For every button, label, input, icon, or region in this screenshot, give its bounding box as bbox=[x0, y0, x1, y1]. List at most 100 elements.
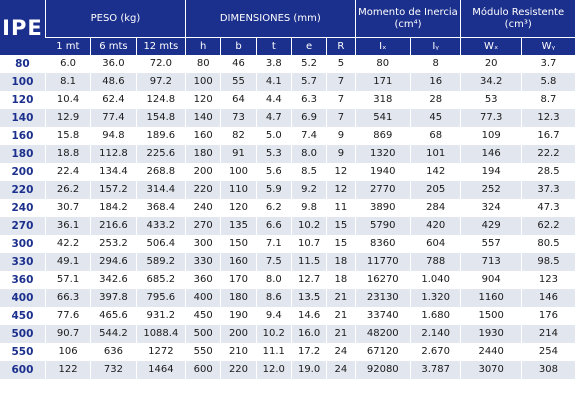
row-size-label: 600 bbox=[0, 361, 46, 379]
table-cell: 190 bbox=[220, 307, 257, 325]
table-cell: 124.8 bbox=[135, 91, 186, 109]
table-cell: 5.3 bbox=[255, 145, 292, 163]
table-cell: 8.1 bbox=[44, 73, 91, 91]
table-cell: 225.6 bbox=[135, 145, 186, 163]
sub-header-peso-12mts: 12 mts bbox=[135, 37, 186, 55]
sub-header-r: R bbox=[326, 37, 356, 55]
modulo-group-header: Módulo Resistente (cm³) bbox=[460, 0, 575, 38]
table-cell: 253.2 bbox=[90, 235, 137, 253]
table-cell: 36.1 bbox=[44, 217, 91, 235]
table-cell: 429 bbox=[460, 217, 522, 235]
table-cell: 154.8 bbox=[135, 109, 186, 127]
table-cell: 77.6 bbox=[44, 307, 91, 325]
table-cell: 66.3 bbox=[44, 289, 91, 307]
table-cell: 360 bbox=[185, 271, 221, 289]
table-cell: 112.8 bbox=[90, 145, 137, 163]
table-cell: 5.7 bbox=[290, 73, 327, 91]
table-cell: 1.320 bbox=[409, 289, 461, 307]
table-cell: 7 bbox=[326, 91, 356, 109]
table-cell: 557 bbox=[460, 235, 522, 253]
table-cell: 21 bbox=[326, 289, 356, 307]
table-cell: 3.787 bbox=[409, 361, 461, 379]
table-cell: 3.7 bbox=[520, 55, 575, 73]
table-cell: 72.0 bbox=[135, 55, 186, 73]
row-size-label: 450 bbox=[0, 307, 46, 325]
table-cell: 3070 bbox=[460, 361, 522, 379]
table-row: 240 30.7 184.2 368.4 240 120 6.2 9.8 11 3890 284 32… bbox=[0, 199, 575, 217]
table-cell: 20 bbox=[460, 55, 522, 73]
row-size-label: 360 bbox=[0, 271, 46, 289]
table-cell: 122 bbox=[44, 361, 91, 379]
row-size-label: 100 bbox=[0, 73, 46, 91]
table-cell: 318 bbox=[354, 91, 411, 109]
table-cell: 36.0 bbox=[90, 55, 137, 73]
table-cell: 220 bbox=[220, 361, 257, 379]
sub-header-row: 1 mt 6 mts 12 mts h b t e R Iₓ Iᵧ Wₓ Wᵧ bbox=[0, 37, 575, 55]
dimensiones-group-header: DIMENSIONES (mm) bbox=[185, 0, 356, 38]
row-size-label: 160 bbox=[0, 127, 46, 145]
table-cell: 420 bbox=[409, 217, 461, 235]
table-cell: 6.0 bbox=[44, 55, 91, 73]
table-cell: 14.6 bbox=[290, 307, 327, 325]
table-cell: 106 bbox=[44, 343, 91, 361]
table-row: 600 122 732 1464 600 220 12.0 19.0 24 92080 3.787 3… bbox=[0, 361, 575, 379]
table-cell: 1320 bbox=[354, 145, 411, 163]
table-cell: 28 bbox=[409, 91, 461, 109]
table-cell: 12 bbox=[326, 181, 356, 199]
table-cell: 28.5 bbox=[520, 163, 575, 181]
row-size-label: 270 bbox=[0, 217, 46, 235]
sub-header-b: b bbox=[220, 37, 257, 55]
table-cell: 48.6 bbox=[90, 73, 137, 91]
table-row: 450 77.6 465.6 931.2 450 190 9.4 14.6 21 33740 1.6… bbox=[0, 307, 575, 325]
table-cell: 21 bbox=[326, 307, 356, 325]
table-cell: 8.5 bbox=[290, 163, 327, 181]
table-cell: 94.8 bbox=[90, 127, 137, 145]
table-cell: 636 bbox=[90, 343, 137, 361]
table-cell: 252 bbox=[460, 181, 522, 199]
table-cell: 140 bbox=[185, 109, 221, 127]
table-cell: 12.7 bbox=[290, 271, 327, 289]
table-cell: 1.680 bbox=[409, 307, 461, 325]
table-cell: 1500 bbox=[460, 307, 522, 325]
sub-header-peso-6mts: 6 mts bbox=[90, 37, 137, 55]
sub-header-h: h bbox=[185, 37, 221, 55]
table-cell: 8.6 bbox=[255, 289, 292, 307]
table-cell: 8360 bbox=[354, 235, 411, 253]
table-cell: 7 bbox=[326, 73, 356, 91]
row-size-label: 220 bbox=[0, 181, 46, 199]
table-row: 550 106 636 1272 550 210 11.1 17.2 24 67120 2.670 2… bbox=[0, 343, 575, 361]
table-cell: 400 bbox=[185, 289, 221, 307]
table-cell: 157.2 bbox=[90, 181, 137, 199]
table-cell: 16 bbox=[409, 73, 461, 91]
table-cell: 541 bbox=[354, 109, 411, 127]
table-cell: 2.670 bbox=[409, 343, 461, 361]
table-cell: 184.2 bbox=[90, 199, 137, 217]
row-size-label: 330 bbox=[0, 253, 46, 271]
sub-header-wy: Wᵧ bbox=[520, 37, 575, 55]
table-cell: 64 bbox=[220, 91, 257, 109]
table-cell: 55 bbox=[220, 73, 257, 91]
table-cell: 1930 bbox=[460, 325, 522, 343]
table-cell: 465.6 bbox=[90, 307, 137, 325]
table-row: 270 36.1 216.6 433.2 270 135 6.6 10.2 15 5790 420 4… bbox=[0, 217, 575, 235]
table-cell: 9.2 bbox=[290, 181, 327, 199]
table-cell: 220 bbox=[185, 181, 221, 199]
table-cell: 15.8 bbox=[44, 127, 91, 145]
table-cell: 46 bbox=[220, 55, 257, 73]
table-cell: 3890 bbox=[354, 199, 411, 217]
table-cell: 16.0 bbox=[290, 325, 327, 343]
table-cell: 57.1 bbox=[44, 271, 91, 289]
table-cell: 160 bbox=[185, 127, 221, 145]
table-cell: 600 bbox=[185, 361, 221, 379]
table-cell: 30.7 bbox=[44, 199, 91, 217]
table-cell: 12.9 bbox=[44, 109, 91, 127]
table-cell: 5 bbox=[326, 55, 356, 73]
table-cell: 10.4 bbox=[44, 91, 91, 109]
table-cell: 22.2 bbox=[520, 145, 575, 163]
table-cell: 6.9 bbox=[290, 109, 327, 127]
table-cell: 4.7 bbox=[255, 109, 292, 127]
row-size-label: 240 bbox=[0, 199, 46, 217]
table-row: 500 90.7 544.2 1088.4 500 200 10.2 16.0 21 48200 2… bbox=[0, 325, 575, 343]
table-row: 400 66.3 397.8 795.6 400 180 8.6 13.5 21 23130 1.3… bbox=[0, 289, 575, 307]
table-cell: 450 bbox=[185, 307, 221, 325]
